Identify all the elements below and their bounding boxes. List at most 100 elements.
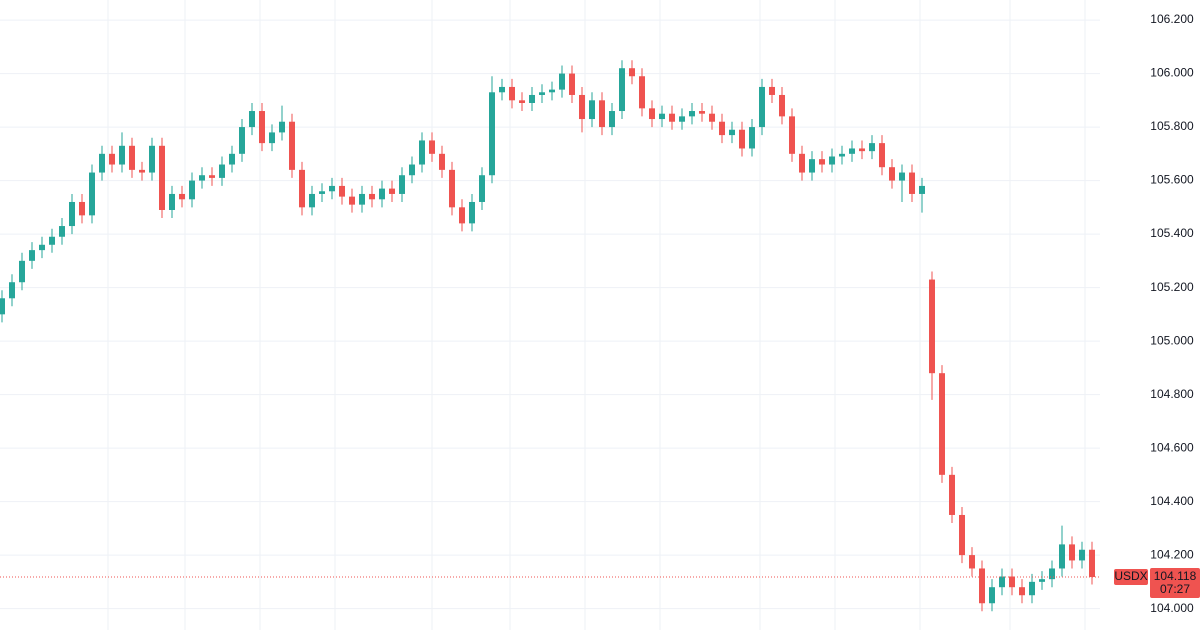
- candle-body: [389, 188, 395, 194]
- candle-body: [629, 68, 635, 77]
- candle-body: [0, 298, 5, 315]
- candle-body: [189, 180, 195, 200]
- candle-body: [459, 207, 465, 224]
- countdown-label: 07:27: [1160, 582, 1190, 596]
- candle-body: [439, 153, 445, 170]
- candle-body: [229, 153, 235, 165]
- candle-body: [9, 282, 15, 299]
- candle-body: [279, 121, 285, 133]
- candle-body: [789, 116, 795, 154]
- candle-body: [369, 193, 375, 200]
- candle-body: [969, 555, 975, 569]
- candle-body: [199, 175, 205, 181]
- candle-body: [859, 148, 865, 152]
- candle-body: [809, 159, 815, 173]
- y-tick-label: 105.800: [1150, 119, 1194, 133]
- candle-body: [1079, 549, 1085, 561]
- candle-body: [579, 94, 585, 120]
- candle-body: [1069, 544, 1075, 561]
- candle-body: [299, 169, 305, 208]
- candle-body: [339, 185, 345, 197]
- price-badge: [1150, 568, 1200, 599]
- candle-body: [689, 111, 695, 117]
- candle-body: [569, 73, 575, 95]
- candle-body: [949, 474, 955, 515]
- candle-body: [939, 373, 945, 475]
- candle-body: [99, 153, 105, 173]
- candle-body: [519, 100, 525, 103]
- candle-body: [1049, 568, 1055, 580]
- candle-body: [659, 113, 665, 120]
- y-tick-label: 105.400: [1150, 226, 1194, 240]
- candle-body: [899, 172, 905, 181]
- candle-body: [69, 201, 75, 227]
- candle-body: [919, 185, 925, 194]
- y-tick-label: 105.000: [1150, 333, 1194, 347]
- candle-body: [209, 175, 215, 178]
- candle-body: [779, 94, 785, 117]
- candle-body: [89, 172, 95, 216]
- candle-body: [709, 113, 715, 122]
- candle-body: [929, 279, 935, 374]
- y-tick-label: 106.000: [1150, 66, 1194, 80]
- candle-body: [639, 76, 645, 109]
- candle-body: [309, 193, 315, 208]
- candle-body: [349, 196, 355, 205]
- candle-body: [379, 188, 385, 200]
- candle-body: [889, 167, 895, 181]
- candle-body: [589, 100, 595, 120]
- candle-body: [599, 100, 605, 128]
- candle-body: [59, 226, 65, 237]
- candle-body: [829, 156, 835, 165]
- candle-body: [769, 86, 775, 95]
- candle-body: [699, 111, 705, 114]
- candle-body: [1059, 544, 1065, 569]
- candle-body: [609, 111, 615, 128]
- y-tick-label: 104.000: [1150, 601, 1194, 615]
- candle-body: [909, 172, 915, 194]
- candle-body: [109, 153, 115, 165]
- candle-body: [509, 86, 515, 101]
- candle-body: [329, 185, 335, 192]
- candle-body: [49, 236, 55, 245]
- candle-body: [169, 193, 175, 210]
- y-tick-label: 106.200: [1150, 12, 1194, 26]
- y-tick-label: 105.600: [1150, 173, 1194, 187]
- grid: [0, 0, 1100, 630]
- candle-body: [259, 111, 265, 144]
- candle-body: [119, 145, 125, 165]
- price-axis: 104.000 104.200 104.400 104.600 104.800 105.0…: [1114, 12, 1200, 615]
- candle-body: [649, 108, 655, 120]
- candle-body: [1019, 587, 1025, 596]
- candle-body: [249, 111, 255, 128]
- candle-body: [759, 86, 765, 128]
- candle-body: [549, 89, 555, 93]
- candle-body: [1029, 581, 1035, 596]
- candle-body: [749, 127, 755, 149]
- candle-body: [1089, 549, 1095, 578]
- candle-body: [489, 92, 495, 176]
- candle-body: [879, 143, 885, 168]
- candle-body: [269, 132, 275, 144]
- last-price-label: 104.118: [1154, 569, 1197, 583]
- candle-body: [1009, 576, 1015, 588]
- candles: [0, 60, 1100, 612]
- candle-body: [999, 576, 1005, 588]
- candle-body: [869, 143, 875, 152]
- candle-body: [219, 164, 225, 178]
- candle-body: [409, 164, 415, 176]
- symbol-badge: [1114, 569, 1148, 586]
- candle-body: [399, 175, 405, 194]
- candle-body: [479, 175, 485, 202]
- candle-body: [799, 153, 805, 173]
- candle-body: [469, 201, 475, 224]
- candle-body: [959, 514, 965, 556]
- candle-body: [79, 201, 85, 216]
- candle-body: [129, 145, 135, 170]
- candle-body: [159, 145, 165, 210]
- candle-body: [669, 113, 675, 122]
- candle-body: [729, 129, 735, 136]
- y-tick-label: 104.400: [1150, 494, 1194, 508]
